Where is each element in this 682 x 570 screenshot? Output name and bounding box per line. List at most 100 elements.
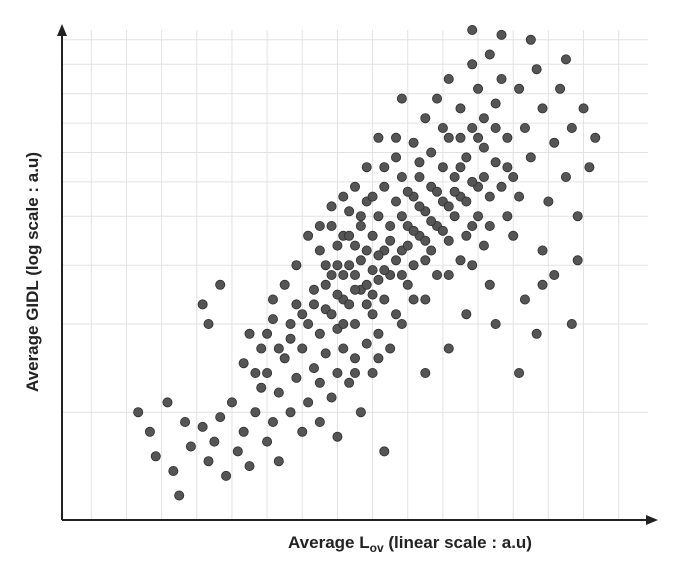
point — [490, 123, 501, 134]
point — [584, 162, 595, 173]
point — [344, 377, 355, 388]
point — [502, 162, 513, 173]
x-label-part: Average L — [288, 533, 370, 552]
point — [385, 343, 396, 354]
point — [332, 260, 343, 271]
point — [262, 328, 273, 339]
point — [174, 490, 185, 501]
point — [203, 456, 214, 467]
x-arrow — [646, 515, 658, 525]
point — [578, 103, 589, 114]
point — [443, 269, 454, 280]
point — [396, 171, 407, 182]
point — [502, 211, 513, 222]
point — [484, 279, 495, 290]
point — [349, 181, 360, 192]
point — [514, 191, 525, 202]
point — [373, 353, 384, 364]
point — [549, 137, 560, 148]
point — [256, 382, 267, 393]
points — [133, 24, 601, 501]
point — [291, 372, 302, 383]
point — [367, 191, 378, 202]
point — [303, 397, 314, 408]
point — [490, 318, 501, 329]
point — [344, 230, 355, 241]
point — [566, 318, 577, 329]
point — [478, 142, 489, 153]
point — [314, 245, 325, 256]
point — [420, 235, 431, 246]
point — [314, 328, 325, 339]
point — [396, 269, 407, 280]
point — [467, 176, 478, 187]
point — [408, 137, 419, 148]
point — [355, 407, 366, 418]
point — [320, 279, 331, 290]
point — [449, 211, 460, 222]
point — [338, 191, 349, 202]
point — [408, 225, 419, 236]
point — [344, 260, 355, 271]
point — [432, 93, 443, 104]
point — [490, 157, 501, 168]
point — [473, 83, 484, 94]
point — [273, 343, 284, 354]
point — [461, 196, 472, 207]
point — [414, 157, 425, 168]
point — [349, 284, 360, 295]
point — [443, 343, 454, 354]
point — [373, 211, 384, 222]
point — [379, 446, 390, 457]
point — [367, 230, 378, 241]
point — [361, 279, 372, 290]
point — [443, 74, 454, 85]
point — [273, 456, 284, 467]
point — [291, 299, 302, 310]
point — [250, 407, 261, 418]
point — [514, 367, 525, 378]
point — [455, 162, 466, 173]
point — [262, 436, 273, 447]
point — [432, 186, 443, 197]
point — [320, 348, 331, 359]
point — [338, 269, 349, 280]
point — [285, 333, 296, 344]
point — [484, 49, 495, 60]
point — [467, 123, 478, 134]
point — [180, 416, 191, 427]
point — [256, 343, 267, 354]
point — [361, 162, 372, 173]
point — [473, 132, 484, 143]
point — [279, 353, 290, 364]
point — [537, 245, 548, 256]
point — [144, 426, 155, 437]
point — [426, 216, 437, 227]
point — [332, 240, 343, 251]
point — [484, 191, 495, 202]
point — [379, 294, 390, 305]
point — [396, 211, 407, 222]
point — [361, 299, 372, 310]
point — [215, 279, 226, 290]
point — [273, 387, 284, 398]
point — [373, 274, 384, 285]
point — [437, 123, 448, 134]
point — [308, 363, 319, 374]
point — [332, 431, 343, 442]
x-label-part: (linear scale : a.u) — [384, 533, 532, 552]
point — [519, 294, 530, 305]
point — [326, 220, 337, 231]
point — [373, 250, 384, 261]
point — [572, 211, 583, 222]
point — [338, 343, 349, 354]
point — [455, 255, 466, 266]
point — [461, 230, 472, 241]
point — [420, 113, 431, 124]
point — [543, 196, 554, 207]
point — [537, 103, 548, 114]
point — [391, 152, 402, 163]
point — [285, 318, 296, 329]
point — [349, 353, 360, 364]
